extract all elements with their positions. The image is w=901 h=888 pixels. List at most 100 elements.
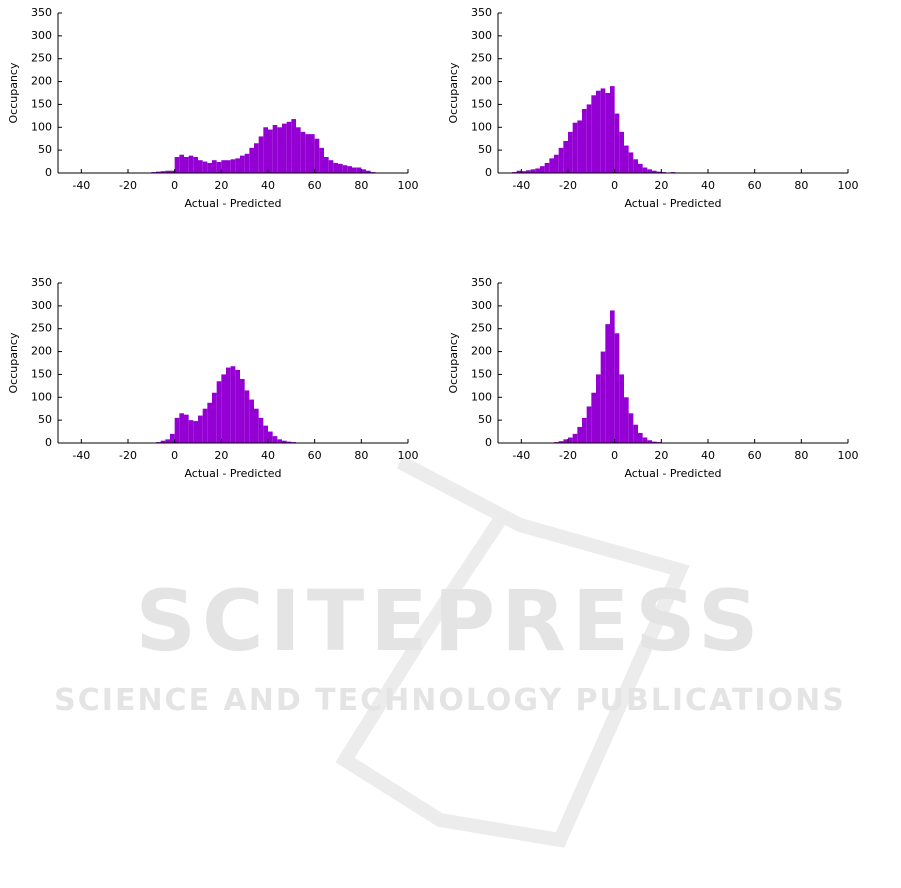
y-tick-label: 200: [471, 75, 492, 88]
x-tick-label: 20: [654, 449, 668, 462]
bar: [624, 146, 629, 173]
bar: [217, 381, 222, 443]
y-tick-label: 300: [31, 299, 52, 312]
x-tick-label: -20: [119, 179, 137, 192]
bar: [319, 148, 324, 173]
bar: [291, 119, 296, 173]
y-tick-label: 150: [31, 97, 52, 110]
y-axis-label: Occupancy: [7, 62, 20, 123]
y-tick-label: 50: [478, 413, 492, 426]
x-tick-label: -40: [72, 449, 90, 462]
bar: [347, 166, 352, 173]
x-tick-label: 80: [794, 179, 808, 192]
bar: [573, 123, 578, 173]
bar: [559, 148, 564, 173]
bar: [268, 432, 273, 443]
y-tick-label: 150: [471, 97, 492, 110]
bar: [207, 163, 212, 173]
x-tick-label: 80: [354, 179, 368, 192]
bar: [231, 159, 236, 173]
y-tick-label: 300: [471, 29, 492, 42]
y-tick-label: 50: [38, 413, 52, 426]
bar: [610, 310, 615, 443]
bar: [254, 409, 259, 443]
y-tick-label: 150: [31, 367, 52, 380]
watermark: SCITEPRESS SCIENCE AND TECHNOLOGY PUBLIC…: [54, 462, 846, 840]
bar: [549, 158, 554, 173]
x-tick-label: 100: [398, 179, 419, 192]
bar: [259, 136, 264, 173]
y-tick-label: 0: [45, 436, 52, 449]
x-axis-label: Actual - Predicted: [624, 197, 721, 210]
bar: [184, 415, 189, 443]
x-tick-label: 0: [611, 179, 618, 192]
watermark-title: SCITEPRESS: [136, 572, 765, 670]
bar: [573, 434, 578, 443]
bar: [226, 368, 231, 443]
bar: [601, 88, 606, 173]
bar: [277, 127, 282, 173]
bar: [615, 333, 620, 443]
bar: [563, 141, 568, 173]
bar: [605, 324, 610, 443]
x-tick-label: -40: [512, 179, 530, 192]
bar: [231, 366, 236, 443]
x-axis-label: Actual - Predicted: [624, 467, 721, 480]
bar: [221, 160, 226, 173]
y-axis-label: Occupancy: [447, 332, 460, 393]
bar: [535, 168, 540, 173]
bar: [352, 168, 357, 173]
x-tick-label: 80: [794, 449, 808, 462]
bar: [254, 143, 259, 173]
bar: [643, 438, 648, 443]
bar: [273, 125, 278, 173]
bar: [235, 158, 240, 173]
bar: [268, 130, 273, 173]
bar: [545, 163, 550, 173]
bar: [217, 162, 222, 173]
bar: [605, 93, 610, 173]
bar: [338, 164, 343, 173]
x-tick-label: 100: [838, 449, 859, 462]
bar: [324, 157, 329, 173]
bar: [591, 95, 596, 173]
bar: [582, 418, 587, 443]
bar: [198, 160, 203, 173]
x-tick-label: -20: [559, 449, 577, 462]
bar: [554, 155, 559, 173]
bar: [263, 127, 268, 173]
y-tick-label: 0: [485, 166, 492, 179]
bar: [189, 156, 194, 173]
bar: [624, 397, 629, 443]
bar: [245, 390, 250, 443]
bar: [249, 400, 254, 443]
y-tick-label: 300: [471, 299, 492, 312]
y-tick-label: 100: [471, 390, 492, 403]
x-tick-label: 0: [171, 179, 178, 192]
x-tick-label: 0: [611, 449, 618, 462]
bar: [629, 413, 634, 443]
x-tick-label: 40: [261, 179, 275, 192]
bar: [175, 418, 180, 443]
x-axis-label: Actual - Predicted: [184, 197, 281, 210]
y-tick-label: 150: [471, 367, 492, 380]
x-tick-label: 60: [308, 179, 322, 192]
bar: [305, 134, 310, 173]
bar: [601, 352, 606, 443]
x-tick-label: 40: [261, 449, 275, 462]
x-tick-label: 60: [748, 179, 762, 192]
y-tick-label: 200: [31, 345, 52, 358]
bar: [273, 436, 278, 443]
y-axis-label: Occupancy: [7, 332, 20, 393]
bar: [540, 166, 545, 173]
y-tick-label: 300: [31, 29, 52, 42]
x-tick-label: 80: [354, 449, 368, 462]
bar: [610, 86, 615, 173]
bar: [207, 403, 212, 443]
bar: [184, 157, 189, 173]
y-tick-label: 350: [471, 276, 492, 289]
x-tick-label: 100: [398, 449, 419, 462]
